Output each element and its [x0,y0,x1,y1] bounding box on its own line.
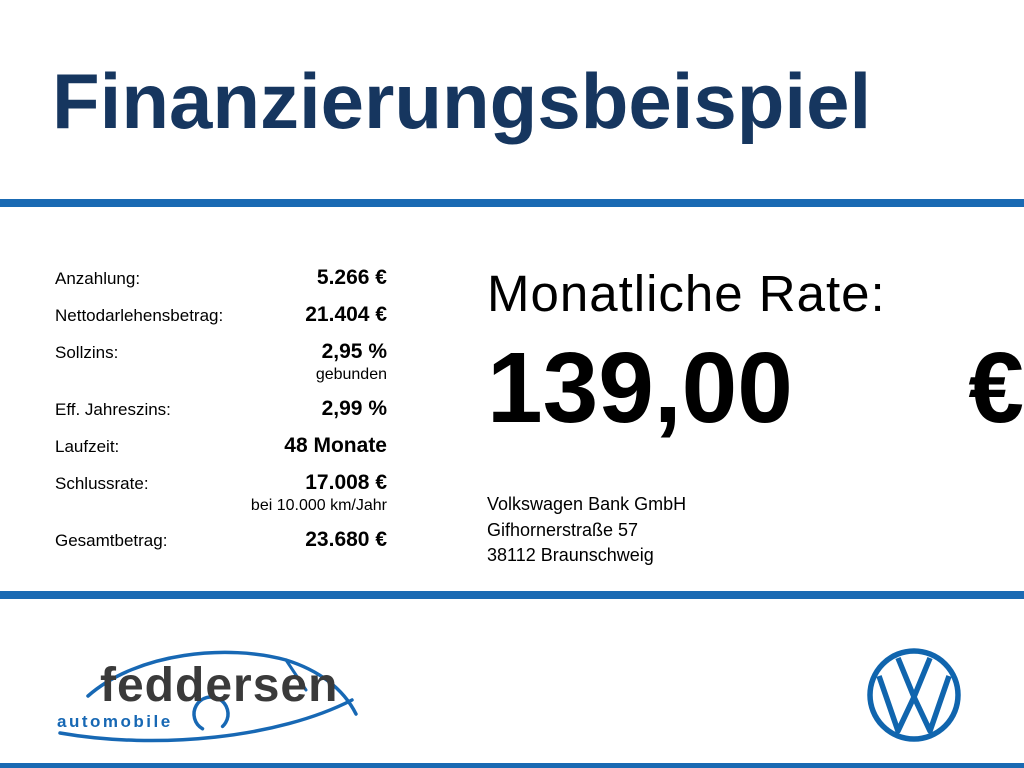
divider-bottom [0,763,1024,768]
detail-value: 2,99 % [321,397,387,420]
detail-value: 23.680 € [305,528,387,551]
divider-top [0,199,1024,207]
rate-amount-currency: € [968,332,1024,444]
rate-amount-number: 139,00 [487,332,793,444]
dealer-name: feddersen [100,659,339,712]
detail-note: bei 10.000 km/Jahr [250,497,387,514]
monthly-rate-amount: 139,00 € [487,338,1024,438]
detail-note: gebunden [315,366,387,383]
detail-row-schlussrate: Schlussrate: 17.008 € bei 10.000 km/Jahr [55,471,387,515]
detail-value: 5.266 € [316,266,387,289]
vw-roundel-icon [864,645,964,745]
car-outline-icon [58,650,358,743]
financing-details-list: Anzahlung: 5.266 € Nettodarlehensbetrag:… [55,266,387,552]
detail-row-gesamtbetrag: Gesamtbetrag: 23.680 € [55,528,387,552]
detail-label: Eff. Jahreszins: [55,400,171,419]
monthly-rate-heading: Monatliche Rate: [487,265,886,322]
dealer-logo: feddersen automobile [48,632,378,757]
bank-address: Volkswagen Bank GmbH Gifhornerstraße 57 … [487,492,686,569]
detail-value: 48 Monate [284,434,387,457]
detail-row-nettodarlehensbetrag: Nettodarlehensbetrag: 21.404 € [55,303,387,327]
page-title: Finanzierungsbeispiel [52,57,872,145]
bank-city: 38112 Braunschweig [487,545,654,566]
detail-value: 17.008 € [305,471,387,494]
detail-value: 21.404 € [305,303,387,326]
detail-label: Nettodarlehensbetrag: [55,306,224,325]
bank-name: Volkswagen Bank GmbH [487,494,687,514]
detail-label: Gesamtbetrag: [55,531,168,550]
detail-label: Schlussrate: [55,474,149,493]
detail-row-laufzeit: Laufzeit: 48 Monate [55,434,387,458]
dealer-subtitle: automobile [57,712,173,731]
bank-street: Gifhornerstraße 57 [487,519,639,540]
detail-row-sollzins: Sollzins: 2,95 % gebunden [55,340,387,384]
detail-label: Sollzins: [55,343,119,362]
divider-middle [0,591,1024,599]
detail-value: 2,95 % [321,340,387,363]
detail-label: Anzahlung: [55,269,141,288]
detail-row-anzahlung: Anzahlung: 5.266 € [55,266,387,290]
detail-row-eff-jahreszins: Eff. Jahreszins: 2,99 % [55,397,387,421]
detail-label: Laufzeit: [55,437,120,456]
